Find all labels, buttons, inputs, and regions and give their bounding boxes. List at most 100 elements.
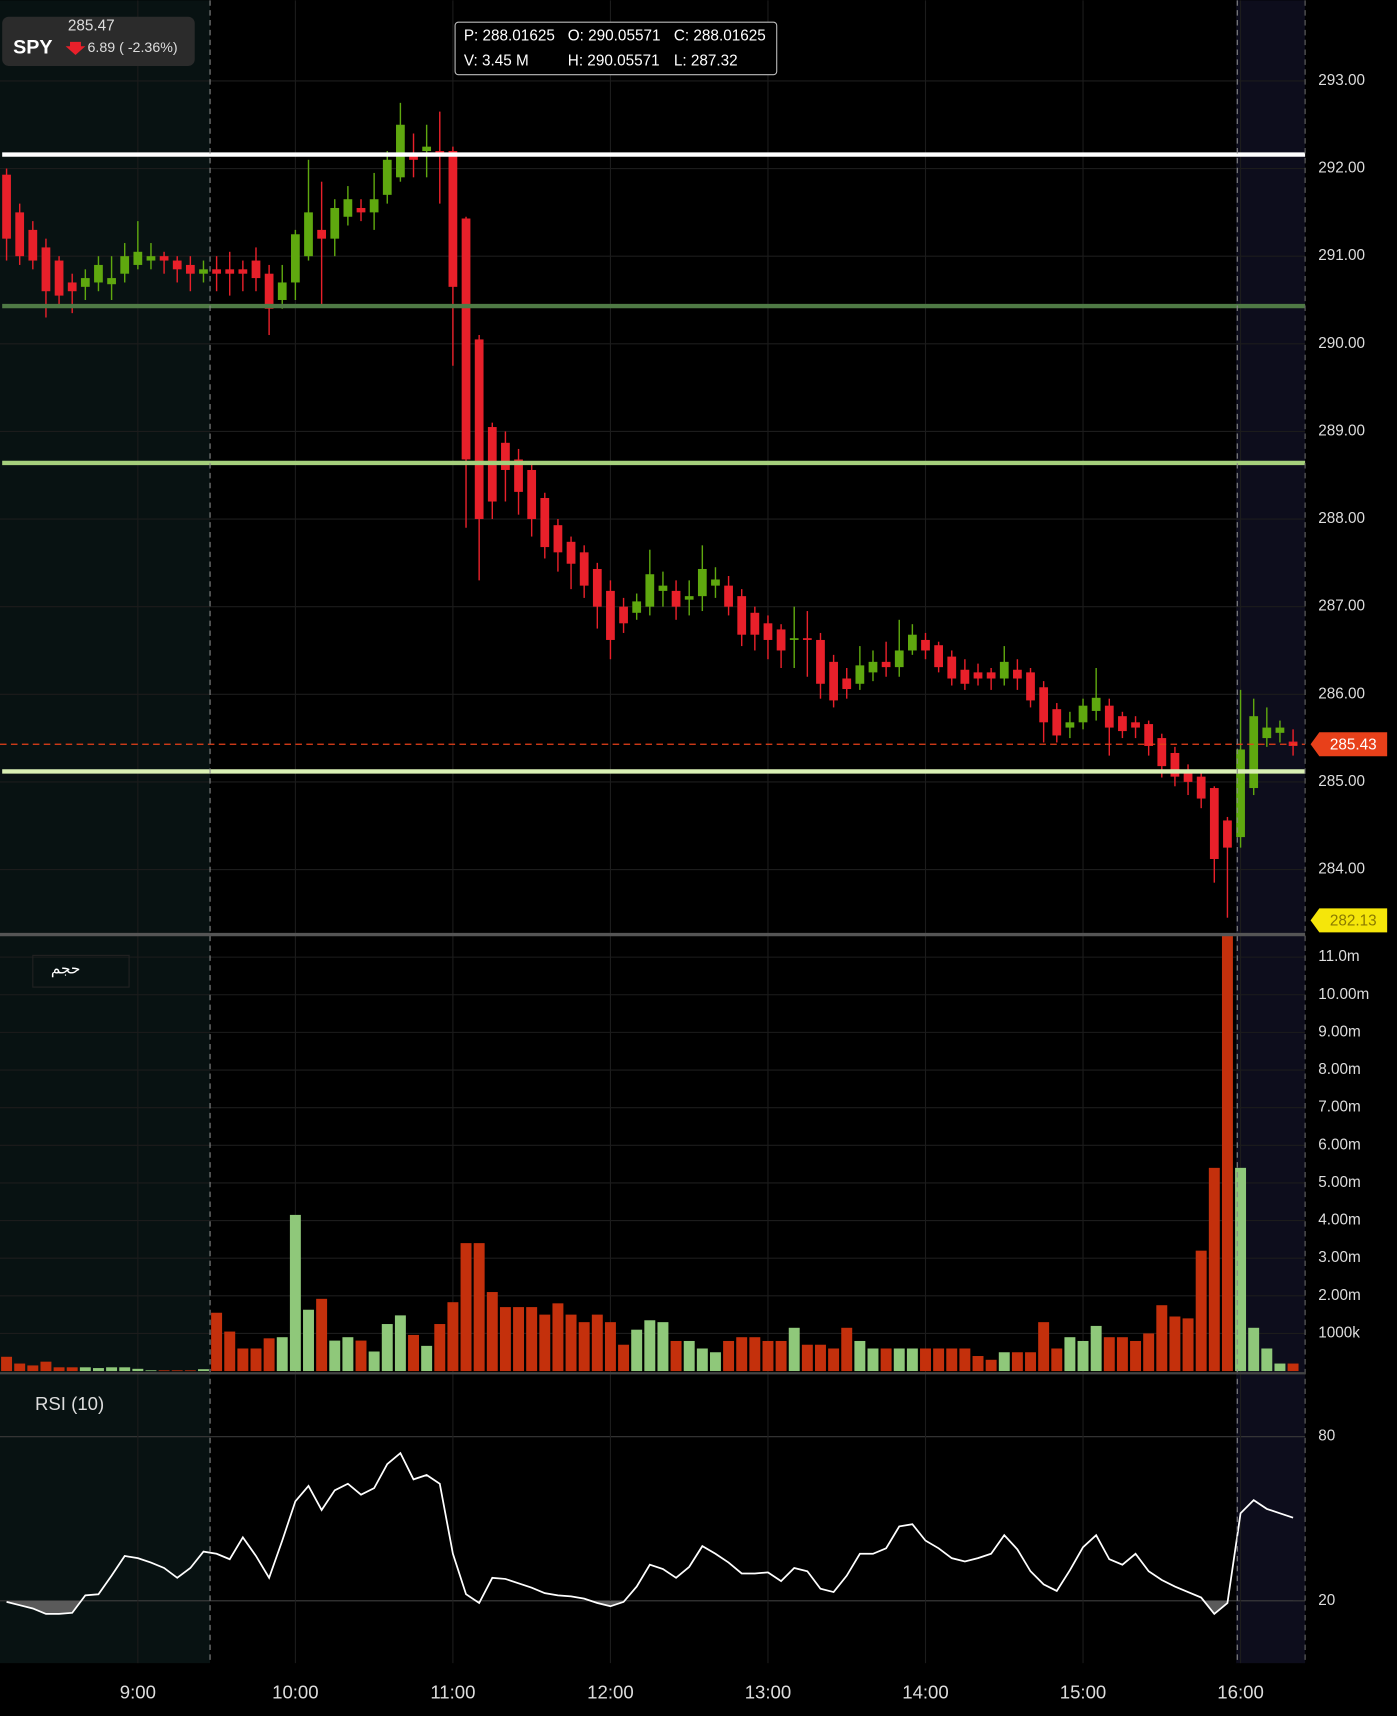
y-tick-label: 3.00m — [1318, 1249, 1361, 1266]
candle-body — [67, 282, 77, 292]
candle-body — [711, 579, 720, 586]
volume-bar — [880, 1348, 892, 1372]
candle-body — [645, 574, 655, 607]
y-tick-label: 292.00 — [1318, 160, 1365, 177]
volume-bar — [683, 1340, 695, 1372]
volume-bar — [368, 1351, 380, 1372]
volume-bar — [303, 1309, 314, 1372]
candle-body — [133, 251, 143, 265]
volume-bar — [1051, 1348, 1063, 1372]
candle-body — [199, 269, 208, 274]
quote-change: 6.89 ( -2.36%) — [88, 40, 178, 56]
candle-body — [1104, 705, 1114, 728]
volume-bar — [499, 1307, 511, 1372]
candle-body — [1236, 749, 1245, 838]
candle-body — [1013, 669, 1022, 679]
rsi-line — [6, 1451, 1294, 1616]
candle-body — [185, 264, 195, 274]
candle-body — [868, 661, 878, 673]
volume-bar — [198, 1369, 209, 1372]
volume-bar — [696, 1348, 708, 1372]
volume-bar — [972, 1356, 984, 1372]
premarket-region — [0, 0, 211, 1664]
volume-bar — [1116, 1337, 1128, 1372]
volume-bar — [946, 1348, 958, 1372]
volume-bar — [171, 1370, 183, 1372]
volume-bar — [985, 1359, 997, 1372]
candle-body — [632, 601, 642, 613]
quote-price: 285.47 — [68, 18, 115, 35]
volume-bar — [408, 1334, 419, 1372]
volume-bar — [1221, 935, 1233, 1372]
volume-bar — [618, 1344, 630, 1372]
volume-bar — [657, 1322, 669, 1372]
y-tick-label: 1000k — [1318, 1324, 1360, 1341]
candle-body — [527, 469, 537, 520]
volume-bar — [604, 1322, 616, 1372]
volume-bar — [1038, 1322, 1050, 1372]
volume-bar — [434, 1324, 446, 1372]
volume-bar — [1274, 1363, 1286, 1372]
x-tick-label: 9:00 — [120, 1682, 156, 1703]
candle-body — [829, 661, 838, 701]
y-tick-label: 284.00 — [1318, 861, 1365, 878]
candle-body — [894, 650, 904, 668]
candle-body — [1157, 738, 1167, 767]
candle-body — [356, 207, 366, 213]
candle-body — [146, 256, 156, 261]
y-tick-label: 80 — [1318, 1428, 1335, 1445]
candle-body — [1144, 724, 1154, 746]
volume-bar — [106, 1367, 118, 1372]
volume-bar — [933, 1348, 945, 1372]
volume-bar — [841, 1327, 853, 1372]
candle-body — [159, 256, 169, 261]
volume-bar — [1195, 1250, 1207, 1372]
volume-bar — [211, 1312, 223, 1372]
candle-body — [1262, 727, 1272, 739]
volume-bar — [513, 1307, 525, 1372]
candle-body — [671, 590, 681, 607]
volume-bar — [342, 1337, 354, 1372]
volume-bar — [893, 1348, 905, 1372]
volume-bar — [329, 1340, 341, 1372]
volume-bar — [394, 1315, 406, 1372]
grid — [0, 0, 1306, 1664]
candle-body — [1118, 716, 1127, 732]
plot — [0, 102, 1306, 1616]
volume-bar — [762, 1340, 774, 1372]
volume-bar — [1208, 1167, 1220, 1372]
y-tick-label: 285.00 — [1318, 773, 1365, 790]
volume-bar — [486, 1292, 498, 1372]
ticker: SPY — [13, 37, 52, 59]
x-tick-label: 16:00 — [1217, 1682, 1264, 1703]
volume-bar — [854, 1340, 866, 1372]
candle-body — [934, 645, 944, 668]
volume-bar — [906, 1348, 918, 1372]
rsi-title: RSI (10) — [35, 1393, 104, 1414]
volume-bar — [920, 1348, 931, 1372]
y-tick-label: 6.00m — [1318, 1136, 1361, 1153]
volume-bar — [132, 1368, 144, 1372]
candle-body — [1026, 672, 1035, 701]
volume-bar — [66, 1367, 78, 1372]
volume-bar — [591, 1314, 603, 1372]
candle-body — [579, 552, 589, 586]
y-tick-label: 8.00m — [1318, 1061, 1361, 1078]
volume-bar — [276, 1337, 288, 1372]
candle-body — [881, 661, 891, 668]
volume-bar — [53, 1367, 65, 1372]
volume-bar — [959, 1348, 971, 1372]
volume-bar — [1103, 1337, 1115, 1372]
volume-bar — [145, 1370, 157, 1372]
info-c: C: 288.01625 — [674, 27, 766, 44]
candle-body — [540, 498, 550, 548]
volume-bar — [815, 1344, 826, 1372]
marker-badge-label: 282.13 — [1330, 912, 1377, 929]
candle-body — [855, 665, 865, 684]
volume-bar — [709, 1352, 721, 1372]
volume-bar — [578, 1322, 590, 1372]
y-tick-label: 10.00m — [1318, 986, 1369, 1003]
candle-body — [369, 199, 379, 213]
candle-body — [789, 638, 799, 640]
candle-body — [343, 199, 353, 217]
